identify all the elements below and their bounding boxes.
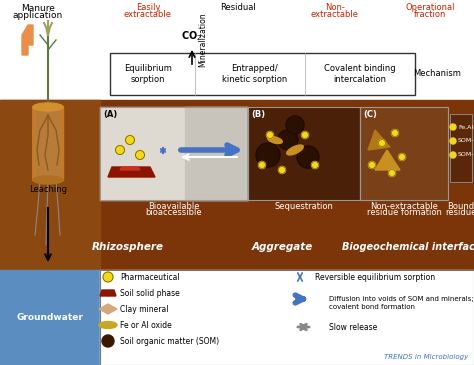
Text: Covalent binding
intercalation: Covalent binding intercalation xyxy=(324,64,396,84)
Text: Equilibrium
sorption: Equilibrium sorption xyxy=(124,64,172,84)
Circle shape xyxy=(450,152,456,158)
Text: Clay mineral: Clay mineral xyxy=(120,304,168,314)
Circle shape xyxy=(256,143,280,167)
Polygon shape xyxy=(368,130,390,150)
Text: Operational: Operational xyxy=(405,3,455,12)
Polygon shape xyxy=(120,167,140,170)
Text: Manure: Manure xyxy=(21,4,55,13)
Circle shape xyxy=(301,131,309,138)
Text: covalent bond formation: covalent bond formation xyxy=(329,304,415,310)
Text: extractable: extractable xyxy=(124,10,172,19)
Text: SOM-N: SOM-N xyxy=(458,153,474,158)
Circle shape xyxy=(278,130,298,150)
Polygon shape xyxy=(100,290,116,296)
Bar xyxy=(100,270,474,365)
Bar xyxy=(185,107,248,200)
Text: Reversible equilibrium sorption: Reversible equilibrium sorption xyxy=(315,273,435,281)
Text: Groundwater: Groundwater xyxy=(17,314,83,323)
Text: residue formation: residue formation xyxy=(366,208,441,217)
Bar xyxy=(360,107,448,200)
Circle shape xyxy=(368,161,375,169)
Text: Fe,Al-O: Fe,Al-O xyxy=(458,124,474,130)
Circle shape xyxy=(450,124,456,130)
Text: Bioavailable: Bioavailable xyxy=(148,202,200,211)
Circle shape xyxy=(450,138,456,144)
Text: Aggregate: Aggregate xyxy=(251,242,313,252)
Text: Sequestration: Sequestration xyxy=(274,202,333,211)
Bar xyxy=(100,107,248,200)
Text: residue: residue xyxy=(445,208,474,217)
Ellipse shape xyxy=(287,145,303,155)
Bar xyxy=(360,107,448,200)
Text: Mineralization: Mineralization xyxy=(198,12,207,67)
Bar xyxy=(450,114,472,182)
Text: TRENDS in Microbiology: TRENDS in Microbiology xyxy=(384,354,468,360)
Circle shape xyxy=(311,161,319,169)
Bar xyxy=(248,107,360,200)
Circle shape xyxy=(116,146,125,154)
Circle shape xyxy=(266,131,273,138)
Text: Fe or Al oxide: Fe or Al oxide xyxy=(120,320,172,330)
Text: (A): (A) xyxy=(103,110,117,119)
Polygon shape xyxy=(22,25,33,55)
Text: SOM-O: SOM-O xyxy=(458,138,474,143)
Circle shape xyxy=(379,139,385,146)
Text: Leaching: Leaching xyxy=(29,185,67,194)
Circle shape xyxy=(102,335,114,347)
Ellipse shape xyxy=(268,137,283,143)
Text: Non-: Non- xyxy=(325,3,345,12)
Bar xyxy=(110,53,415,95)
Bar xyxy=(100,107,248,200)
Text: Residual: Residual xyxy=(220,3,256,12)
Bar xyxy=(0,270,100,365)
Text: Soil solid phase: Soil solid phase xyxy=(120,288,180,297)
Text: Non-extractable: Non-extractable xyxy=(370,202,438,211)
Circle shape xyxy=(399,154,405,161)
Bar xyxy=(450,114,472,182)
Circle shape xyxy=(297,146,319,168)
Text: CO$_2$: CO$_2$ xyxy=(182,29,202,43)
Bar xyxy=(248,107,360,200)
Circle shape xyxy=(126,135,135,145)
Text: fraction: fraction xyxy=(414,10,446,19)
Text: extractable: extractable xyxy=(311,10,359,19)
Text: Pharmaceutical: Pharmaceutical xyxy=(120,273,180,281)
Text: (B): (B) xyxy=(251,110,265,119)
Polygon shape xyxy=(108,167,155,177)
Circle shape xyxy=(258,161,265,169)
Ellipse shape xyxy=(33,103,63,111)
Ellipse shape xyxy=(99,322,117,328)
Bar xyxy=(0,100,474,270)
Circle shape xyxy=(389,169,395,177)
Text: Mechanism: Mechanism xyxy=(413,69,461,78)
Text: Slow release: Slow release xyxy=(329,323,377,331)
Text: Soil organic matter (SOM): Soil organic matter (SOM) xyxy=(120,337,219,346)
Polygon shape xyxy=(375,150,400,170)
Text: Diffusion into voids of SOM and minerals;: Diffusion into voids of SOM and minerals… xyxy=(329,296,474,302)
Bar xyxy=(0,100,100,270)
Polygon shape xyxy=(99,304,117,314)
Circle shape xyxy=(136,150,145,160)
Text: Bound: Bound xyxy=(447,202,474,211)
Circle shape xyxy=(103,272,113,282)
Text: (C): (C) xyxy=(363,110,377,119)
Circle shape xyxy=(286,116,304,134)
Text: Easily: Easily xyxy=(136,3,160,12)
Text: Rhizosphere: Rhizosphere xyxy=(92,242,164,252)
Bar xyxy=(33,107,63,180)
Bar xyxy=(100,270,474,365)
Circle shape xyxy=(392,130,399,137)
Ellipse shape xyxy=(33,176,63,184)
Text: Biogeochemical interface: Biogeochemical interface xyxy=(342,242,474,252)
Circle shape xyxy=(279,166,285,173)
Text: bioaccessible: bioaccessible xyxy=(146,208,202,217)
Text: Entrapped/
kinetic sorption: Entrapped/ kinetic sorption xyxy=(222,64,288,84)
Text: application: application xyxy=(13,11,63,20)
